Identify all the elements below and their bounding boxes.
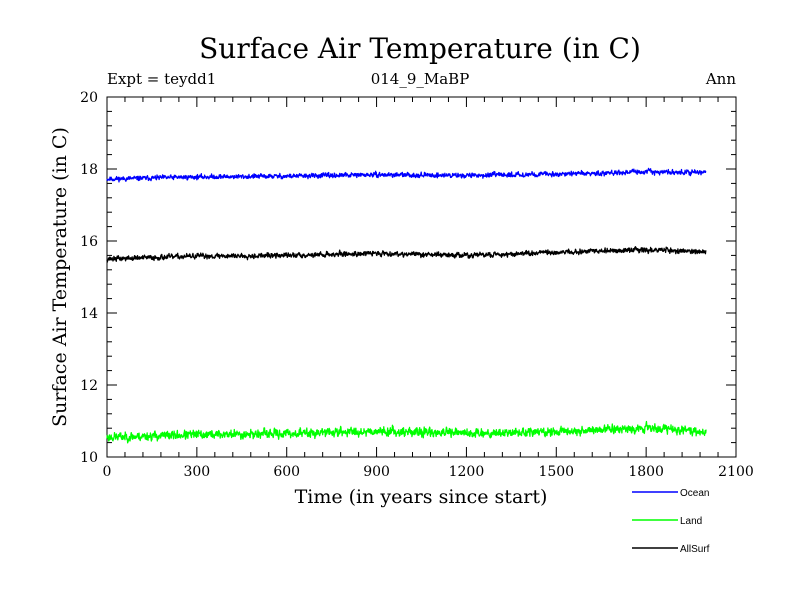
series-line-ocean [106,167,707,183]
plot-frame [106,96,737,458]
major-ticks [106,96,737,458]
y-tick-label: 20 [80,90,98,106]
experiment-label: Expt = teydd1 [107,70,216,88]
x-tick-label: 0 [103,464,112,480]
chart-subtitle: 014_9_MaBP [371,70,470,88]
legend-label-ocean: Ocean [680,488,709,499]
y-tick-label: 12 [80,378,98,394]
legend: Ocean Land AllSurf [632,488,710,555]
x-tick-label: 600 [273,464,300,480]
y-tick-label: 18 [80,162,98,178]
legend-label-land: Land [680,516,702,527]
series-line-allsurf [106,246,707,263]
y-tick-label: 16 [80,234,98,250]
x-tick-label: 1200 [449,464,485,480]
x-tick-label: 900 [363,464,390,480]
series-line-land [106,420,707,444]
tick-labels: 0 300 600 900 1200 1500 1800 2100 10 12 14 16 18 20 [80,90,754,480]
x-tick-label: 300 [183,464,210,480]
minor-ticks [107,97,736,457]
season-label: Ann [705,70,736,88]
y-tick-label: 10 [80,450,98,466]
x-tick-label: 2100 [718,464,754,480]
x-tick-label: 1500 [538,464,574,480]
x-axis-label: Time (in years since start) [295,486,548,508]
y-tick-label: 14 [80,306,98,322]
chart-title: Surface Air Temperature (in C) [199,32,641,65]
series-lines [106,167,707,444]
y-axis-label: Surface Air Temperature (in C) [49,127,71,427]
x-tick-label: 1800 [628,464,664,480]
legend-label-allsurf: AllSurf [680,544,710,555]
